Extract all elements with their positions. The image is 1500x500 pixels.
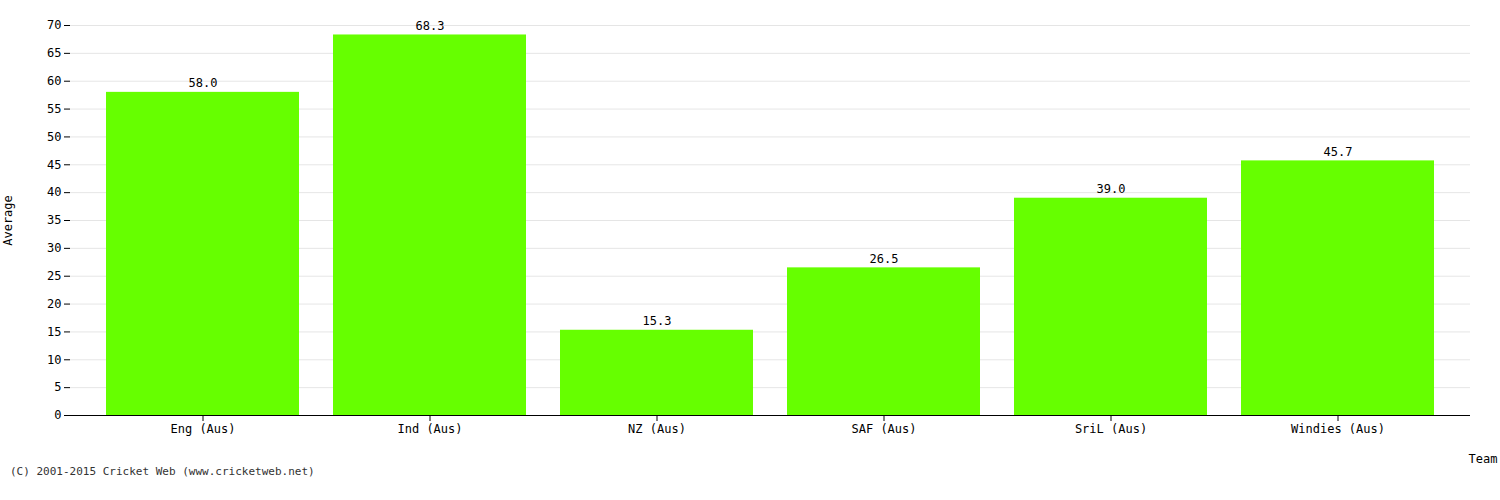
svg-text:25: 25 (47, 269, 61, 283)
svg-text:35: 35 (47, 213, 61, 227)
svg-text:40: 40 (47, 185, 61, 199)
svg-text:50: 50 (47, 130, 61, 144)
html-text:(C) 2001-2015 Cricket Web (www: (C) 2001-2015 Cricket Web (www.cricketwe… (10, 465, 315, 478)
svg-text:Average: Average (1, 195, 15, 246)
svg-text:10: 10 (47, 353, 61, 367)
svg-text:Ind (Aus): Ind (Aus) (397, 422, 462, 436)
svg-text:65: 65 (47, 46, 61, 60)
svg-text:0: 0 (54, 408, 61, 422)
svg-text:NZ (Aus): NZ (Aus) (628, 422, 686, 436)
svg-text:SAF (Aus): SAF (Aus) (851, 422, 916, 436)
svg-text:SriL (Aus): SriL (Aus) (1075, 422, 1147, 436)
svg-text:Eng (Aus): Eng (Aus) (170, 422, 235, 436)
svg-text:15: 15 (47, 325, 61, 339)
svg-text:26.5: 26.5 (870, 252, 899, 266)
svg-text:58.0: 58.0 (189, 76, 218, 90)
svg-text:20: 20 (47, 297, 61, 311)
svg-text:70: 70 (47, 18, 61, 32)
svg-text:55: 55 (47, 102, 61, 116)
svg-text:45.7: 45.7 (1324, 145, 1353, 159)
svg-text:45: 45 (47, 158, 61, 172)
svg-text:Team: Team (1469, 452, 1498, 466)
svg-text:30: 30 (47, 241, 61, 255)
svg-text:Windies (Aus): Windies (Aus) (1291, 422, 1385, 436)
svg-text:60: 60 (47, 74, 61, 88)
svg-text:68.3: 68.3 (416, 19, 445, 33)
svg-text:5: 5 (54, 380, 61, 394)
svg-text:15.3: 15.3 (643, 314, 672, 328)
svg-text:39.0: 39.0 (1097, 182, 1126, 196)
